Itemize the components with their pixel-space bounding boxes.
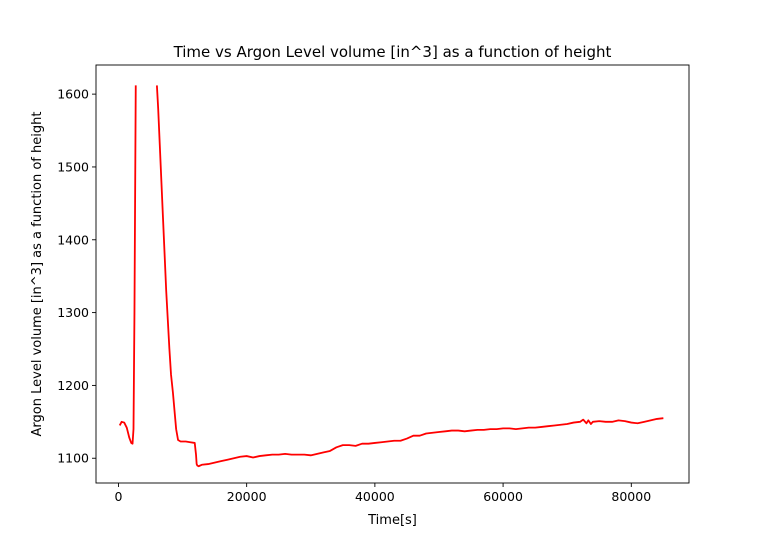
y-axis-label: Argon Level volume [in^3] as a function …: [30, 112, 45, 437]
x-tick-label: 40000: [355, 489, 395, 504]
x-tick-label: 60000: [483, 489, 523, 504]
series-line-segment-1: [118, 85, 137, 445]
y-axis: 1100 1200 1300 1400 1500 1600: [57, 87, 96, 466]
y-tick-label: 1100: [57, 451, 89, 466]
series-line-segment-2: [156, 85, 664, 468]
chart-title: Time vs Argon Level volume [in^3] as a f…: [173, 43, 612, 61]
x-axis: 0 20000 40000 60000 80000: [114, 483, 651, 504]
x-axis-label: Time[s]: [367, 513, 417, 528]
y-tick-label: 1300: [57, 305, 89, 320]
y-tick-label: 1600: [57, 87, 89, 102]
x-tick-label: 20000: [227, 489, 267, 504]
plot-frame: [95, 64, 690, 484]
y-tick-label: 1500: [57, 159, 89, 174]
series-layer: [118, 85, 664, 468]
y-tick-label: 1200: [57, 378, 89, 393]
x-tick-label: 80000: [611, 489, 651, 504]
x-tick-label: 0: [114, 489, 122, 504]
y-tick-label: 1400: [57, 232, 89, 247]
